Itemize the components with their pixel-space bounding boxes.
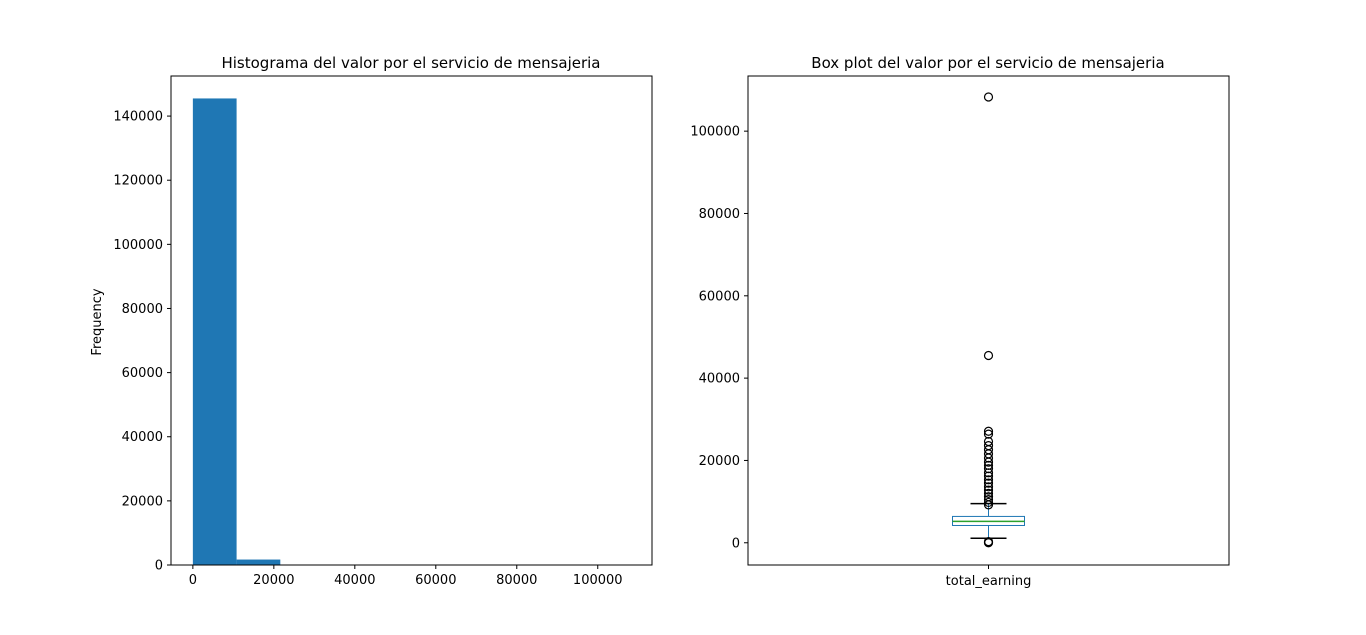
boxplot-outlier-point xyxy=(983,426,994,436)
histogram-bar xyxy=(236,559,281,565)
boxplot-outlier-point xyxy=(983,494,994,505)
histogram-ytick-label: 120000 xyxy=(113,174,163,189)
boxplot-ytick-label: 0 xyxy=(732,536,740,551)
histogram-xtick-label: 60000 xyxy=(415,573,456,588)
histogram-plot-frame xyxy=(170,75,653,566)
histogram-ylabel: Frequency xyxy=(90,288,105,355)
boxplot-outlier-point xyxy=(983,441,994,451)
boxplot-outlier-point xyxy=(983,482,994,492)
histogram-x-axis: 0 20000 40000 60000 80000 100000 xyxy=(189,565,623,588)
boxplot-outlier-point xyxy=(983,475,994,485)
boxplot-title: Box plot del valor por el servicio de me… xyxy=(811,54,1164,72)
histogram-chart: Histograma del valor por el servicio de … xyxy=(90,54,653,588)
histogram-xtick-label: 20000 xyxy=(253,573,294,588)
histogram-bar xyxy=(192,98,237,566)
boxplot-outliers xyxy=(983,92,994,548)
histogram-ytick-label: 0 xyxy=(155,559,163,574)
histogram-y-axis: 0 20000 40000 60000 80000 100000 120000 140000 xyxy=(113,110,171,574)
boxplot-ytick-label: 100000 xyxy=(690,125,740,140)
boxplot-outlier-point xyxy=(983,464,994,474)
histogram-title: Histograma del valor por el servicio de … xyxy=(221,54,600,72)
boxplot-outlier-point xyxy=(983,429,994,439)
histogram-xtick-label: 100000 xyxy=(573,573,623,588)
histogram-ytick-label: 40000 xyxy=(122,430,163,445)
histogram-ytick-label: 100000 xyxy=(113,238,163,253)
boxplot-outlier-point xyxy=(983,488,994,498)
boxplot-xtick-label: total_earning xyxy=(946,574,1032,589)
boxplot-plot-frame xyxy=(747,75,1230,566)
boxplot-outlier-point xyxy=(983,492,994,502)
histogram-xtick-label: 80000 xyxy=(496,573,537,588)
boxplot-x-axis: total_earning xyxy=(946,565,1032,589)
boxplot-ytick-label: 20000 xyxy=(699,454,740,469)
boxplot-outlier-point xyxy=(983,350,994,361)
boxplot-ytick-label: 60000 xyxy=(699,289,740,304)
boxplot-outlier-point xyxy=(983,536,994,547)
boxplot-outlier-point xyxy=(983,497,994,508)
histogram-ytick-label: 20000 xyxy=(122,494,163,509)
histogram-xtick-label: 0 xyxy=(189,573,197,588)
boxplot-chart: Box plot del valor por el servicio de me… xyxy=(690,54,1230,589)
histogram-ytick-label: 60000 xyxy=(122,366,163,381)
histogram-ytick-label: 140000 xyxy=(113,110,163,125)
histogram-ytick-label: 80000 xyxy=(122,302,163,317)
boxplot-outlier-point xyxy=(983,485,994,495)
histogram-bars xyxy=(192,98,631,566)
boxplot-ytick-label: 80000 xyxy=(699,207,740,222)
boxplot-y-axis: 0 20000 40000 60000 80000 100000 xyxy=(690,125,748,551)
histogram-xtick-label: 40000 xyxy=(334,573,375,588)
boxplot-ytick-label: 40000 xyxy=(699,372,740,387)
boxplot-outlier-point xyxy=(983,92,994,102)
boxplot-outlier-point xyxy=(983,478,994,488)
